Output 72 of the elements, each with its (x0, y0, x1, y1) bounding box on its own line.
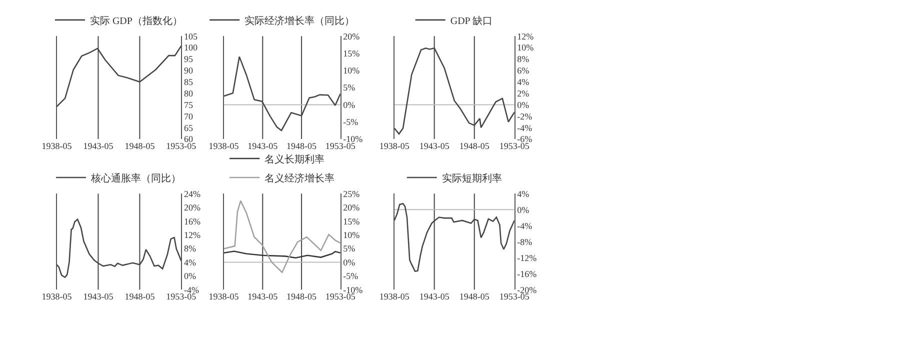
x-tick-label: 1948-05 (124, 292, 156, 302)
y-tick-label: 12% (517, 31, 534, 42)
legend-label: 名义经济增长率 (264, 172, 335, 184)
x-tick-label: 1938-05 (42, 292, 72, 302)
y-tick-label: 65 (184, 122, 194, 133)
y-tick-label: 75 (184, 100, 194, 110)
y-tick-label: 16% (184, 216, 201, 226)
x-tick-label: 1943-05 (419, 292, 450, 302)
y-tick-label: 8% (184, 244, 196, 254)
y-tick-label: 95 (184, 54, 194, 64)
x-tick-label: 1948-05 (286, 292, 318, 302)
y-tick-label: 8% (517, 54, 530, 64)
y-tick-label: 85 (184, 77, 194, 88)
y-tick-label: 100 (184, 42, 198, 53)
y-tick-label: 5% (343, 244, 356, 254)
legend-label: 名义长期利率 (264, 153, 325, 166)
y-tick-label: 6% (517, 66, 530, 76)
y-tick-label: 80 (184, 88, 194, 98)
y-tick-label: 12% (184, 230, 201, 240)
x-tick-label: 1943-05 (83, 141, 114, 152)
x-tick-label: 1943-05 (83, 292, 114, 302)
x-tick-label: 1938-05 (379, 292, 410, 302)
y-tick-label: -12% (517, 252, 538, 263)
y-tick-label: 2% (517, 88, 530, 98)
y-tick-label: -4% (184, 284, 200, 295)
x-tick-label: 1943-05 (248, 141, 278, 152)
y-tick-label: 20% (343, 202, 360, 213)
legend-label: 核心通胀率（同比） (90, 172, 181, 184)
y-tick-label: 15% (343, 48, 360, 58)
y-tick-label: 0% (343, 100, 356, 110)
y-tick-label: -8% (517, 236, 533, 247)
y-tick-label: -4% (517, 122, 533, 133)
y-tick-label: 20% (184, 202, 201, 213)
y-tick-label: 20% (343, 31, 360, 42)
y-tick-label: 15% (343, 216, 360, 226)
legend-label: GDP 缺口 (450, 14, 492, 27)
line-series (224, 250, 340, 258)
x-tick-label: 1938-05 (208, 141, 240, 152)
y-tick-label: 25% (343, 188, 360, 199)
y-tick-label: 0% (517, 204, 530, 215)
y-tick-label: 5% (343, 82, 356, 93)
y-tick-label: 10% (343, 230, 360, 240)
y-tick-label: 0% (517, 100, 530, 110)
x-tick-label: 1948-05 (459, 292, 490, 302)
y-tick-label: -16% (517, 268, 538, 279)
y-tick-label: -4% (517, 220, 533, 231)
x-tick-label: 1943-05 (248, 292, 278, 302)
y-tick-label: 105 (184, 31, 198, 42)
x-tick-label: 1948-05 (459, 141, 490, 152)
y-tick-label: 4% (517, 188, 530, 199)
y-tick-label: 24% (184, 188, 201, 199)
y-tick-label: 0% (343, 257, 356, 268)
y-tick-label: 0% (184, 271, 196, 282)
x-tick-label: 1943-05 (419, 141, 450, 152)
y-tick-label: 10% (517, 42, 534, 53)
x-tick-label: 1938-05 (42, 141, 72, 152)
y-tick-label: -2% (517, 111, 533, 122)
y-tick-label: -5% (343, 117, 359, 128)
x-tick-label: 1948-05 (124, 141, 156, 152)
legend-label: 实际经济增长率（同比） (244, 14, 355, 27)
x-tick-label: 1938-05 (379, 141, 410, 152)
y-tick-label: -5% (343, 271, 359, 282)
y-tick-label: 90 (184, 66, 194, 76)
line-series (224, 200, 340, 274)
y-tick-label: 70 (184, 111, 194, 122)
y-tick-label: 4% (184, 257, 196, 268)
x-tick-label: 1948-05 (286, 141, 318, 152)
legend-label: 实际短期利率 (442, 172, 502, 184)
x-tick-label: 1938-05 (208, 292, 240, 302)
legend-label: 实际 GDP（指数化） (90, 14, 182, 27)
y-tick-label: 4% (517, 77, 530, 88)
y-tick-label: 10% (343, 66, 360, 76)
